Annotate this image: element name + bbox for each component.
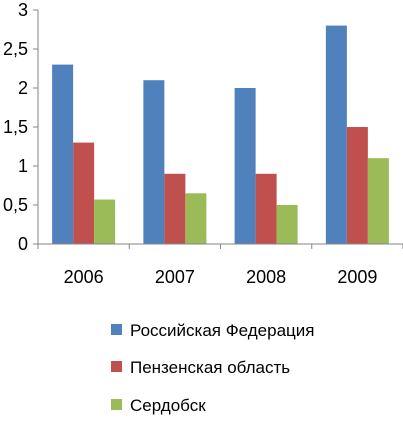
y-tick-label: 0 — [18, 234, 28, 254]
bar-2007-series-2 — [185, 193, 207, 244]
x-category-label: 2007 — [155, 267, 195, 287]
y-tick-label: 1,5 — [3, 117, 28, 137]
bar-2009-series-1 — [346, 127, 368, 244]
bar-2007-series-0 — [143, 80, 165, 244]
y-tick-label: 1 — [18, 156, 28, 176]
y-axis: 0 0,5 1 1,5 2 2,5 3 — [3, 0, 39, 254]
y-tick-label: 3 — [18, 0, 28, 20]
x-category-label: 2006 — [64, 267, 104, 287]
y-tick-label: 2 — [18, 78, 28, 98]
y-tick-label: 2,5 — [3, 39, 28, 59]
x-category-label: 2008 — [246, 267, 286, 287]
x-axis: 2006 2007 2008 2009 — [37, 243, 403, 287]
legend-label-1: Пензенская область — [130, 358, 290, 377]
bar-2009-series-0 — [325, 25, 347, 244]
bar-2006-series-0 — [52, 64, 74, 244]
bar-2008-series-1 — [255, 173, 277, 244]
legend-label-0: Российская Федерация — [130, 321, 314, 340]
legend-swatch-2 — [111, 399, 122, 410]
bar-2006-series-2 — [94, 199, 116, 244]
legend-label-2: Сердобск — [130, 396, 206, 415]
x-category-label: 2009 — [337, 267, 377, 287]
bar-2008-series-0 — [234, 88, 256, 244]
bars — [52, 25, 389, 244]
bar-2007-series-1 — [164, 173, 186, 244]
bar-2009-series-2 — [367, 158, 389, 244]
legend: Российская Федерация Пензенская область Се… — [111, 321, 314, 415]
legend-swatch-1 — [111, 361, 122, 372]
legend-swatch-0 — [111, 324, 122, 335]
bar-2008-series-2 — [276, 205, 298, 244]
y-tick-label: 0,5 — [3, 195, 28, 215]
bar-2006-series-1 — [73, 142, 95, 244]
